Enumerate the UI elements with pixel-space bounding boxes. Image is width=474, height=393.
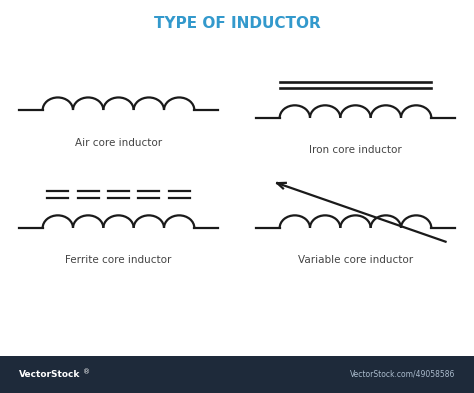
Text: Variable core inductor: Variable core inductor <box>298 255 413 265</box>
Text: ®: ® <box>83 369 90 375</box>
Text: Air core inductor: Air core inductor <box>75 138 162 147</box>
Text: Ferrite core inductor: Ferrite core inductor <box>65 255 172 265</box>
Bar <box>0 356 474 393</box>
Text: VectorStock: VectorStock <box>19 370 80 379</box>
Text: TYPE OF INDUCTOR: TYPE OF INDUCTOR <box>154 16 320 31</box>
Text: Iron core inductor: Iron core inductor <box>309 145 402 155</box>
Text: VectorStock.com/49058586: VectorStock.com/49058586 <box>350 370 455 379</box>
